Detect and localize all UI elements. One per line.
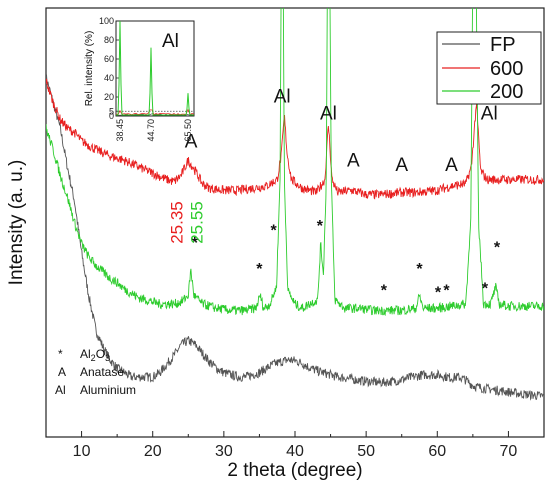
note-symbol-anatase: A: [58, 365, 66, 379]
x-axis-ticks: 10 20 30 40 50 60 70: [45, 431, 545, 460]
y-axis-label: Intensity (a. u.): [6, 160, 27, 286]
alumina-marker: *: [192, 235, 199, 252]
alumina-marker: *: [381, 282, 388, 299]
x-tick-label: 30: [215, 443, 233, 460]
series-layer: [46, 8, 544, 401]
legend-label-200: 200: [490, 81, 523, 103]
inset-y-tick-label: 60: [104, 54, 114, 64]
inset-y-tick-label: 5: [109, 106, 114, 116]
peak-label: A: [445, 155, 458, 176]
peak-position-label: 25.35: [168, 201, 187, 244]
peak-label: A: [395, 155, 408, 176]
inset-x-tick-label: 65.50: [183, 119, 193, 142]
symbol-key: * Al2O3 A Anatase Al Aluminium: [55, 347, 136, 397]
inset-y-tick-label: 0: [109, 111, 114, 121]
note-symbol-alumina: *: [58, 347, 63, 361]
note-label-anatase: Anatase: [80, 365, 124, 379]
inset-chart: 05 20 40 60 80 100 38.45 44.70 65.50 Al Rel. int…: [84, 16, 195, 142]
peak-position-label: 25.55: [188, 201, 207, 244]
note-label-aluminium: Aluminium: [80, 383, 136, 397]
peak-label: Al: [320, 104, 337, 125]
inset-y-tick-label: 20: [104, 92, 114, 102]
x-tick-label: 60: [428, 443, 446, 460]
series-line-200: [46, 8, 544, 317]
alumina-marker: *: [435, 285, 442, 302]
inset-200-trace: [116, 20, 194, 116]
peak-label: Al: [481, 104, 498, 125]
legend-label-fp: FP: [490, 34, 516, 56]
alumina-marker: *: [256, 261, 263, 278]
x-tick-label: 70: [500, 443, 518, 460]
inset-y-tick-label: 40: [104, 73, 114, 83]
x-tick-label: 50: [357, 443, 375, 460]
inset-x-tick-label: 44.70: [146, 119, 156, 142]
alumina-marker: *: [271, 222, 278, 239]
alumina-marker: *: [443, 282, 450, 299]
series-line-600: [46, 78, 544, 200]
inset-x-tick-label: 38.45: [115, 119, 125, 142]
inset-layer: 05 20 40 60 80 100 38.45 44.70 65.50: [99, 16, 195, 142]
series-line-fp: [46, 74, 544, 401]
peak-label: A: [185, 131, 198, 152]
inset-y-tick-label: 100: [99, 16, 114, 26]
x-axis-label: 2 theta (degree): [227, 460, 362, 481]
inset-y-axis-label: Rel. intensity (%): [84, 31, 95, 107]
note-label-alumina: Al2O3: [80, 347, 110, 363]
legend-label-600: 600: [490, 58, 523, 80]
alumina-marker: *: [416, 261, 423, 278]
peak-label: A: [347, 151, 360, 172]
alumina-marker: *: [317, 218, 324, 235]
note-symbol-aluminium: Al: [55, 383, 66, 397]
legend: FP 600 200: [436, 31, 542, 105]
peak-label: Al: [274, 86, 291, 107]
inset-y-tick-label: 80: [104, 35, 114, 45]
inset-600-trace: [115, 108, 195, 116]
x-tick-label: 20: [144, 443, 162, 460]
x-tick-label: 40: [286, 443, 304, 460]
x-tick-label: 10: [73, 443, 91, 460]
alumina-marker: *: [494, 240, 501, 257]
alumina-marker: *: [482, 280, 489, 297]
inset-title: Al: [162, 31, 179, 52]
